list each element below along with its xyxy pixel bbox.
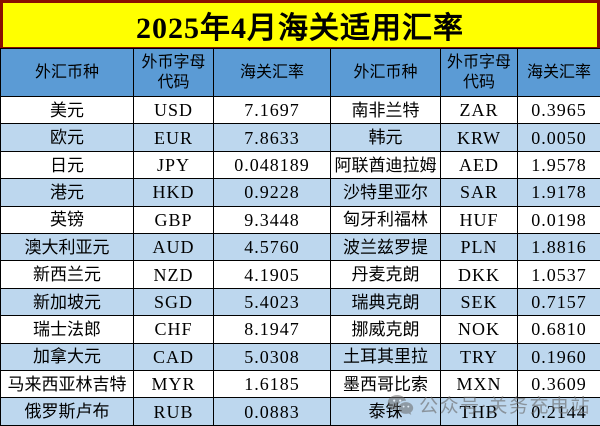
code-cell: ZAR	[440, 95, 518, 125]
table-row: 澳大利亚元 AUD 4.5760 波兰兹罗提 PLN 1.8816	[0, 233, 600, 262]
rate-cell: 1.8816	[517, 233, 600, 262]
header-code-left: 外币字母 代码	[133, 48, 214, 97]
currency-cell: 加拿大元	[0, 342, 134, 372]
currency-cell: 土耳其里拉	[330, 342, 441, 372]
code-cell: MYR	[133, 370, 214, 399]
currency-cell: 瑞士法郎	[0, 315, 134, 344]
rate-cell: 0.048189	[213, 150, 331, 180]
rate-cell: 1.6185	[213, 370, 331, 399]
table-row: 美元 USD 7.1697 南非兰特 ZAR 0.3965	[0, 95, 600, 125]
code-cell: PLN	[440, 233, 518, 262]
code-cell: JPY	[133, 150, 214, 180]
rate-cell: 0.0050	[517, 123, 600, 152]
currency-cell: 阿联酋迪拉姆	[330, 150, 441, 180]
currency-cell: 丹麦克朗	[330, 260, 441, 289]
currency-cell: 沙特里亚尔	[330, 178, 441, 207]
currency-cell: 瑞典克朗	[330, 287, 441, 317]
currency-cell: 新西兰元	[0, 260, 134, 289]
code-cell: SAR	[440, 178, 518, 207]
rate-cell: 0.9228	[213, 178, 331, 207]
code-cell: SGD	[133, 287, 214, 317]
rate-cell: 1.0537	[517, 260, 600, 289]
rate-cell: 9.3448	[213, 205, 331, 235]
table-row: 港元 HKD 0.9228 沙特里亚尔 SAR 1.9178	[0, 178, 600, 207]
code-cell: NZD	[133, 260, 214, 289]
rate-cell: 0.7157	[517, 287, 600, 317]
code-cell: KRW	[440, 123, 518, 152]
table-row: 欧元 EUR 7.8633 韩元 KRW 0.0050	[0, 123, 600, 152]
header-rate-left: 海关汇率	[213, 48, 331, 97]
code-cell: MXN	[440, 370, 518, 399]
table-row: 新加坡元 SGD 5.4023 瑞典克朗 SEK 0.7157	[0, 287, 600, 317]
code-cell: HKD	[133, 178, 214, 207]
table-row: 瑞士法郎 CHF 8.1947 挪威克朗 NOK 0.6810	[0, 315, 600, 344]
rate-cell: 7.8633	[213, 123, 331, 152]
header-code-right: 外币字母 代码	[440, 48, 518, 97]
title-bar: 2025年4月海关适用汇率	[0, 0, 600, 48]
rate-cell: 5.0308	[213, 342, 331, 372]
table-row: 新西兰元 NZD 4.1905 丹麦克朗 DKK 1.0537	[0, 260, 600, 289]
table-row: 俄罗斯卢布 RUB 0.0883 泰铢 THB 0.2144	[0, 397, 600, 426]
rate-cell: 4.1905	[213, 260, 331, 289]
table-row: 日元 JPY 0.048189 阿联酋迪拉姆 AED 1.9578	[0, 150, 600, 180]
code-cell: RUB	[133, 397, 214, 426]
code-cell: AED	[440, 150, 518, 180]
code-cell: EUR	[133, 123, 214, 152]
currency-cell: 波兰兹罗提	[330, 233, 441, 262]
rate-cell: 0.0198	[517, 205, 600, 235]
table-row: 马来西亚林吉特 MYR 1.6185 墨西哥比索 MXN 0.3609	[0, 370, 600, 399]
table-row: 加拿大元 CAD 5.0308 土耳其里拉 TRY 0.1960	[0, 342, 600, 372]
rate-cell: 1.9178	[517, 178, 600, 207]
header-row: 外汇币种 外币字母 代码 海关汇率 外汇币种 外币字母 代码 海关汇率	[0, 48, 600, 97]
rate-cell: 0.1960	[517, 342, 600, 372]
rate-cell: 8.1947	[213, 315, 331, 344]
rate-cell: 0.3609	[517, 370, 600, 399]
code-cell: THB	[440, 397, 518, 426]
code-cell: USD	[133, 95, 214, 125]
code-cell: CAD	[133, 342, 214, 372]
currency-cell: 泰铢	[330, 397, 441, 426]
currency-cell: 韩元	[330, 123, 441, 152]
currency-cell: 匈牙利福林	[330, 205, 441, 235]
currency-cell: 俄罗斯卢布	[0, 397, 134, 426]
currency-cell: 新加坡元	[0, 287, 134, 317]
currency-cell: 欧元	[0, 123, 134, 152]
header-currency-right: 外汇币种	[330, 48, 441, 97]
code-cell: NOK	[440, 315, 518, 344]
currency-cell: 墨西哥比索	[330, 370, 441, 399]
page-title: 2025年4月海关适用汇率	[136, 12, 464, 45]
code-cell: CHF	[133, 315, 214, 344]
currency-cell: 澳大利亚元	[0, 233, 134, 262]
rate-cell: 0.3965	[517, 95, 600, 125]
currency-cell: 美元	[0, 95, 134, 125]
rate-cell: 0.2144	[517, 397, 600, 426]
exchange-rate-table: 外汇币种 外币字母 代码 海关汇率 外汇币种 外币字母 代码 海关汇率 美元 US…	[0, 48, 600, 426]
rate-cell: 7.1697	[213, 95, 331, 125]
rate-cell: 1.9578	[517, 150, 600, 180]
rate-cell: 4.5760	[213, 233, 331, 262]
code-cell: HUF	[440, 205, 518, 235]
currency-cell: 挪威克朗	[330, 315, 441, 344]
table-row: 英镑 GBP 9.3448 匈牙利福林 HUF 0.0198	[0, 205, 600, 235]
currency-cell: 港元	[0, 178, 134, 207]
rate-cell: 0.0883	[213, 397, 331, 426]
rate-cell: 5.4023	[213, 287, 331, 317]
code-cell: TRY	[440, 342, 518, 372]
header-rate-right: 海关汇率	[517, 48, 600, 97]
code-cell: GBP	[133, 205, 214, 235]
code-cell: SEK	[440, 287, 518, 317]
code-cell: AUD	[133, 233, 214, 262]
currency-cell: 英镑	[0, 205, 134, 235]
rate-cell: 0.6810	[517, 315, 600, 344]
currency-cell: 日元	[0, 150, 134, 180]
header-currency-left: 外汇币种	[0, 48, 134, 97]
currency-cell: 马来西亚林吉特	[0, 370, 134, 399]
currency-cell: 南非兰特	[330, 95, 441, 125]
code-cell: DKK	[440, 260, 518, 289]
